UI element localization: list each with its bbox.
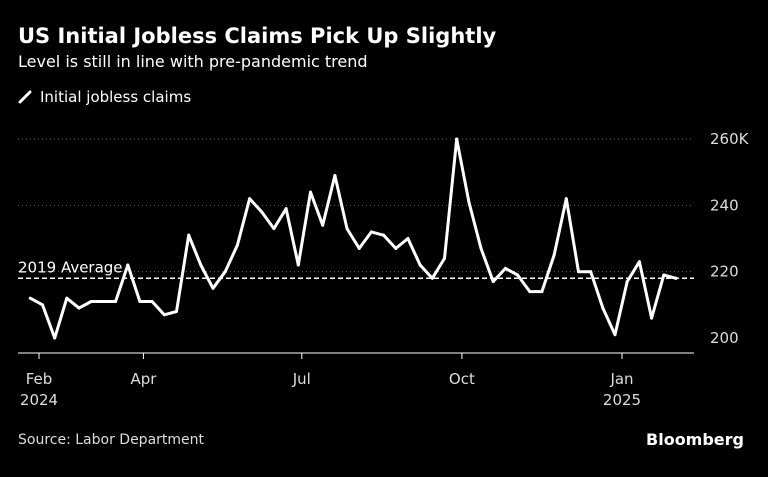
- legend: Initial jobless claims: [18, 88, 191, 106]
- legend-label: Initial jobless claims: [40, 88, 192, 106]
- data-point: [650, 316, 654, 320]
- data-point: [382, 233, 386, 237]
- data-point: [53, 336, 57, 340]
- x-tick-label: Apr: [130, 370, 157, 388]
- x-tick-label: Oct: [449, 370, 475, 388]
- x-tick-year-label: 2024: [20, 391, 58, 409]
- data-point: [199, 263, 203, 267]
- data-point: [333, 173, 337, 177]
- data-point: [540, 290, 544, 294]
- data-point: [552, 253, 556, 257]
- data-point: [248, 197, 252, 201]
- data-point: [272, 227, 276, 231]
- y-tick-label: 240: [710, 196, 739, 214]
- x-tick-label: Jan: [609, 370, 633, 388]
- chart-subtitle: Level is still in line with pre-pandemic…: [18, 52, 368, 71]
- data-point: [345, 227, 349, 231]
- x-tick-label: Feb: [26, 370, 53, 388]
- data-point: [308, 190, 312, 194]
- data-point: [430, 276, 434, 280]
- data-point: [223, 270, 227, 274]
- data-point: [40, 303, 44, 307]
- data-point: [576, 270, 580, 274]
- data-point: [211, 286, 215, 290]
- data-point: [296, 263, 300, 267]
- data-point: [174, 309, 178, 313]
- data-point: [674, 276, 678, 280]
- data-point: [126, 263, 130, 267]
- data-point: [601, 306, 605, 310]
- data-point: [357, 246, 361, 250]
- y-tick-label: 260K: [710, 130, 750, 148]
- data-point: [162, 313, 166, 317]
- data-point: [662, 273, 666, 277]
- data-point: [564, 197, 568, 201]
- data-point: [455, 137, 459, 141]
- data-point: [101, 300, 105, 304]
- legend-line-icon: [18, 90, 32, 104]
- data-point: [89, 300, 93, 304]
- data-point: [637, 260, 641, 264]
- data-point: [260, 210, 264, 214]
- data-point: [394, 246, 398, 250]
- y-tick-label: 200: [710, 329, 739, 347]
- data-point: [150, 300, 154, 304]
- chart-title: US Initial Jobless Claims Pick Up Slight…: [18, 24, 497, 48]
- data-point: [369, 230, 373, 234]
- data-point: [77, 306, 81, 310]
- data-point: [284, 207, 288, 211]
- bloomberg-logo: Bloomberg: [646, 430, 744, 449]
- data-point: [442, 256, 446, 260]
- data-point: [479, 246, 483, 250]
- data-point: [491, 280, 495, 284]
- data-point: [65, 296, 69, 300]
- data-point: [613, 333, 617, 337]
- data-point: [114, 300, 118, 304]
- data-point: [138, 300, 142, 304]
- data-point: [528, 290, 532, 294]
- reference-line-label: 2019 Average: [18, 258, 123, 276]
- data-point: [516, 273, 520, 277]
- data-point: [625, 280, 629, 284]
- data-point: [406, 237, 410, 240]
- data-point: [28, 296, 32, 300]
- x-tick-label: Jul: [292, 370, 311, 388]
- data-point: [589, 270, 593, 274]
- data-point: [321, 223, 325, 227]
- series-line-initial-jobless-claims: [28, 137, 678, 340]
- data-point: [187, 233, 191, 237]
- x-tick-year-label: 2025: [603, 391, 641, 409]
- data-point: [503, 266, 507, 270]
- data-point: [235, 243, 239, 247]
- data-point: [467, 200, 471, 204]
- source-note: Source: Labor Department: [18, 432, 205, 448]
- y-tick-label: 220: [710, 263, 739, 281]
- data-point: [418, 263, 422, 267]
